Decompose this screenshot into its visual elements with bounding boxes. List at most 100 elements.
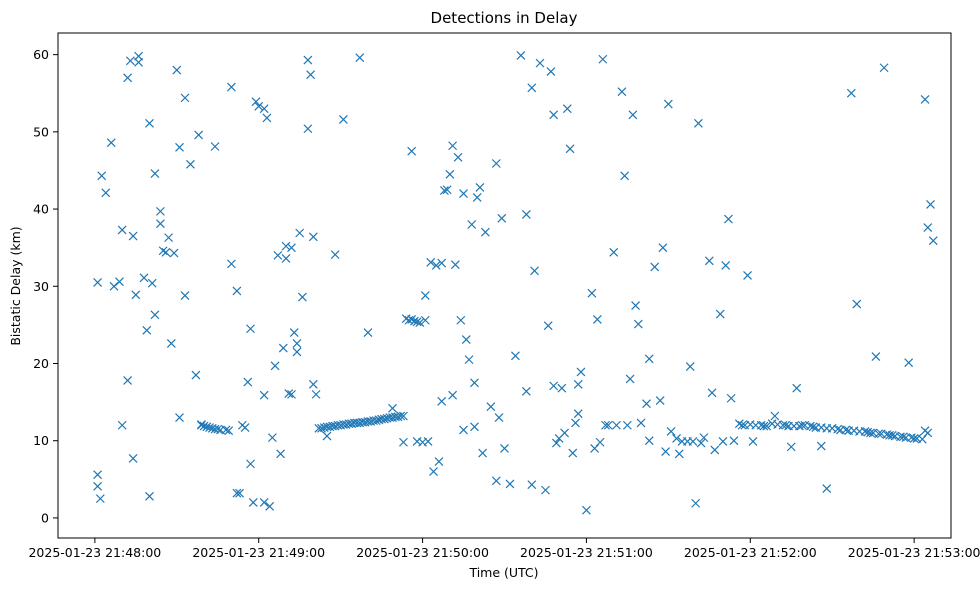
data-point: [134, 51, 143, 61]
data-point: [612, 420, 621, 430]
x-tick-label: 2025-01-23 21:51:00: [520, 545, 653, 560]
data-point: [155, 219, 165, 229]
data-point: [431, 260, 441, 270]
data-point: [797, 420, 807, 430]
data-point: [232, 488, 242, 498]
data-point: [158, 246, 168, 256]
data-point: [510, 351, 520, 361]
data-point: [666, 427, 676, 436]
y-tick-label: 0: [41, 510, 49, 525]
data-point: [516, 50, 526, 60]
data-point: [363, 328, 373, 338]
data-point: [582, 505, 591, 515]
data-point: [172, 65, 182, 75]
data-point: [303, 124, 313, 134]
data-point: [472, 193, 482, 202]
data-point: [710, 445, 720, 455]
data-point: [928, 236, 938, 246]
data-point: [251, 97, 261, 107]
data-point: [292, 347, 302, 357]
data-point: [426, 257, 436, 267]
data-point: [186, 159, 195, 169]
data-point: [407, 315, 417, 324]
data-point: [423, 437, 433, 446]
data-point: [478, 448, 488, 458]
data-point: [221, 425, 231, 435]
data-point: [551, 438, 561, 448]
data-point: [450, 260, 460, 270]
data-point: [726, 393, 736, 403]
data-point: [439, 186, 449, 195]
data-point: [311, 389, 321, 399]
data-point: [866, 428, 875, 438]
data-point: [308, 232, 318, 242]
data-point: [166, 338, 176, 348]
data-point: [592, 315, 602, 324]
y-tick-label: 10: [33, 433, 49, 448]
data-point: [833, 424, 843, 434]
data-point: [322, 431, 332, 441]
data-point: [663, 99, 673, 109]
data-point: [226, 259, 236, 269]
x-tick-label: 2025-01-23 21:52:00: [684, 545, 817, 560]
data-point: [603, 420, 613, 430]
data-point: [139, 273, 149, 283]
data-point: [748, 437, 758, 446]
data-point: [379, 414, 389, 424]
data-point: [128, 231, 138, 241]
data-point: [93, 277, 103, 287]
data-point: [696, 438, 706, 448]
data-point: [759, 421, 769, 431]
data-point: [355, 53, 365, 63]
data-point: [295, 228, 305, 238]
data-point: [169, 248, 179, 258]
data-point: [568, 448, 578, 458]
data-point: [480, 227, 490, 237]
data-point: [226, 82, 236, 92]
data-point: [265, 501, 275, 511]
data-point: [117, 225, 127, 235]
data-point: [101, 188, 111, 198]
data-point: [729, 436, 739, 446]
data-point: [505, 479, 515, 489]
data-point: [644, 436, 654, 446]
data-point: [287, 389, 296, 399]
data-point: [655, 396, 665, 405]
data-point: [909, 433, 919, 443]
data-point: [721, 260, 731, 270]
y-tick-label: 20: [33, 356, 49, 371]
data-point: [409, 316, 419, 326]
data-point: [543, 321, 553, 331]
data-point: [224, 426, 234, 436]
x-axis-label: Time (UTC): [468, 565, 538, 580]
data-point: [246, 324, 255, 334]
data-point: [205, 423, 214, 433]
plot-area: [93, 50, 938, 515]
data-point: [620, 171, 630, 181]
data-point: [562, 104, 572, 114]
data-point: [571, 418, 580, 428]
data-point: [576, 367, 586, 377]
data-point: [175, 142, 184, 152]
data-point: [287, 243, 296, 253]
y-tick-label: 60: [33, 47, 49, 62]
data-point: [412, 317, 422, 327]
data-point: [470, 422, 479, 432]
data-point: [467, 220, 477, 229]
data-point: [497, 213, 507, 223]
data-point: [724, 214, 733, 224]
chart-title: Detections in Delay: [431, 9, 578, 27]
data-point: [549, 110, 559, 120]
data-point: [530, 266, 539, 276]
data-point: [175, 413, 184, 422]
data-point: [521, 386, 531, 396]
data-point: [448, 141, 458, 151]
data-point: [822, 484, 832, 494]
data-point: [860, 427, 870, 436]
data-point: [475, 183, 485, 192]
data-point: [123, 376, 133, 385]
data-point: [650, 262, 660, 272]
data-point: [259, 390, 269, 400]
data-point: [715, 309, 725, 319]
data-point: [145, 118, 154, 128]
